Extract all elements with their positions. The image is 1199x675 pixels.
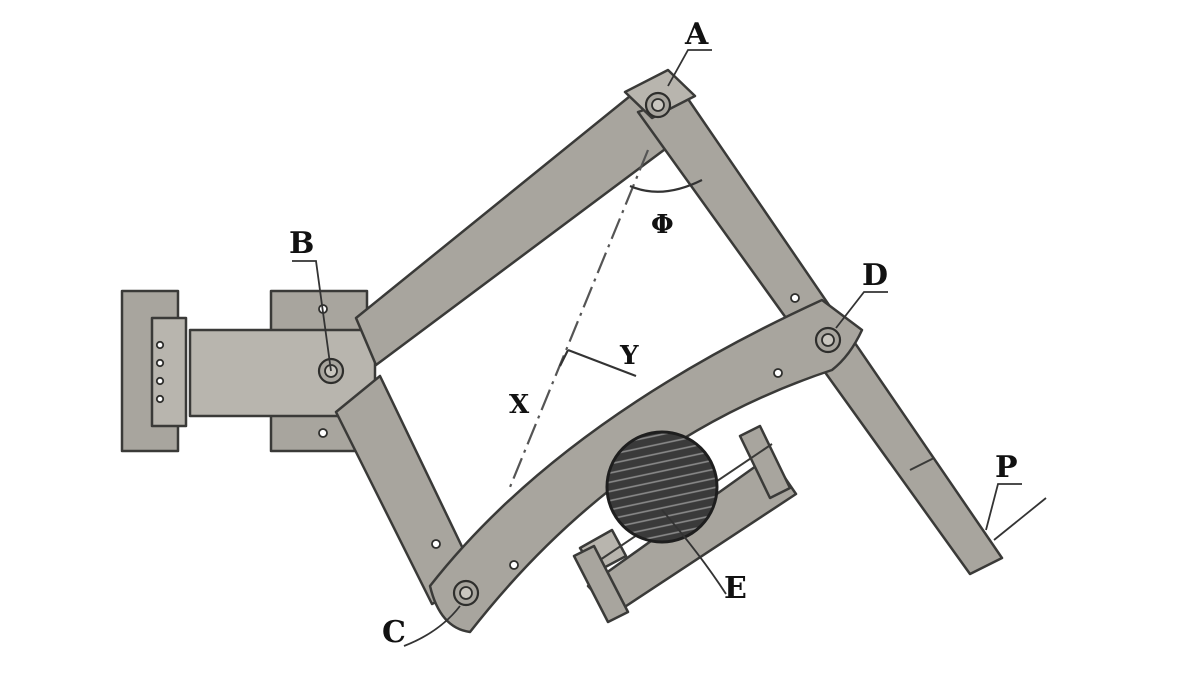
- label-y: Y: [619, 341, 639, 371]
- angle-phi-arc: [629, 179, 703, 193]
- label-phi: Φ: [651, 210, 674, 240]
- curved-link: [428, 298, 864, 634]
- label-a: A: [684, 17, 709, 52]
- label-b: B: [289, 226, 314, 261]
- axis-x: [506, 149, 650, 493]
- axis-y-marker: [559, 348, 637, 378]
- label-e: E: [724, 571, 747, 606]
- label-x: X: [509, 390, 530, 420]
- upper-arm: [354, 86, 682, 367]
- wall-mount: [120, 289, 188, 453]
- roller-e: [605, 430, 719, 544]
- pivot-block-b: [188, 289, 377, 453]
- label-d: D: [862, 258, 888, 293]
- label-p: P: [995, 450, 1018, 485]
- label-c: C: [382, 615, 406, 650]
- leader-lines: [292, 49, 1047, 647]
